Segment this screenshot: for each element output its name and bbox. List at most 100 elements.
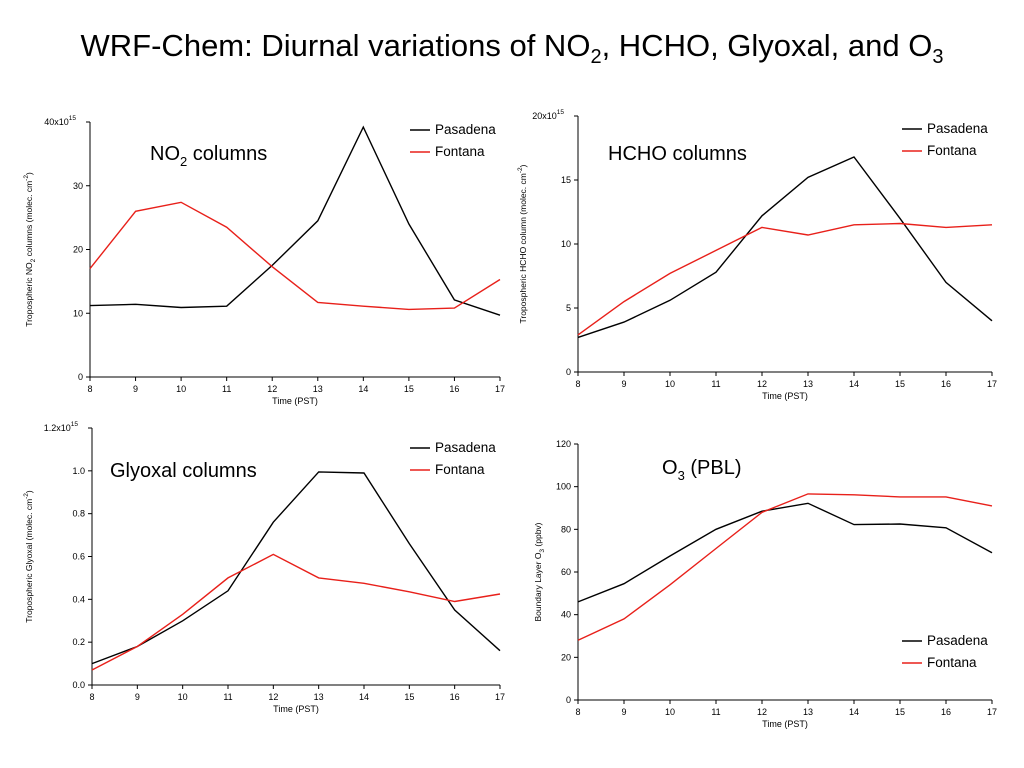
x-tick-label: 14 [359,692,369,702]
legend-label: Pasadena [927,633,988,648]
chart-o3: 8 9 10 11 12 13 14 15 16 17 0 20 40 60 80 100 120 Time (P… [533,439,997,729]
y-tick-label: 1.2x1015 [44,421,79,433]
x-tick-label: 16 [449,384,459,394]
x-axis-label: Time (PST) [273,704,319,714]
y-axis-label: Tropospheric NO2 columns (molec. cm-2) [23,172,37,327]
y-tick-label: 0 [78,372,83,382]
x-tick-label: 16 [450,692,460,702]
title-text-2: , HCHO, Glyoxal, and O [601,28,933,63]
y-tick-label: 0.8 [72,509,85,519]
x-tick-label: 8 [87,384,92,394]
x-tick-label: 10 [176,384,186,394]
x-tick-label: 16 [941,379,951,389]
x-tick-label: 14 [358,384,368,394]
y-tick-label: 0 [566,367,571,377]
x-axis-label: Time (PST) [762,391,808,401]
chart-glyoxal: 8 9 10 11 12 13 14 15 16 17 0.0 0.2 0.4 0.6 0.8 1.0 1.2x… [23,421,505,714]
chart-no2: 8 9 10 11 12 13 14 15 16 17 0 10 20 30 40x1015 Time (PS… [23,115,505,406]
x-tick-label: 10 [665,379,675,389]
series-line-pasadena [577,502,993,603]
y-axis-label: Tropospheric HCHO column (molec. cm-2) [517,164,528,323]
x-tick-label: 13 [313,384,323,394]
legend-label: Pasadena [435,440,496,455]
legend: Pasadena Fontana [902,121,988,158]
series-line-pasadena [91,471,501,665]
x-tick-label: 14 [849,707,859,717]
x-tick-label: 9 [621,379,626,389]
title-sub-2: 3 [932,46,944,69]
x-tick-label: 11 [222,384,231,394]
y-tick-label: 20 [73,245,83,255]
x-tick-label: 15 [895,707,905,717]
title-sub-1: 2 [590,46,602,69]
y-tick-label: 40 [561,610,571,620]
legend-label: Pasadena [927,121,988,136]
panel-label: HCHO columns [608,143,747,165]
series-line-fontana [91,553,501,671]
y-tick-label: 10 [561,239,571,249]
x-tick-label: 15 [404,384,414,394]
x-tick-label: 12 [267,384,277,394]
x-tick-label: 8 [89,692,94,702]
panel-label: O3 (PBL) [662,457,741,483]
y-tick-label: 60 [561,567,571,577]
x-tick-label: 12 [757,707,767,717]
x-tick-label: 15 [404,692,414,702]
x-tick-label: 13 [803,379,813,389]
x-tick-label: 11 [711,707,720,717]
x-tick-label: 15 [895,379,905,389]
series-line-fontana [577,493,993,641]
x-tick-label: 9 [133,384,138,394]
x-tick-label: 9 [135,692,140,702]
x-axis-label: Time (PST) [762,719,808,729]
x-tick-label: 10 [178,692,188,702]
chart-hcho: 8 9 10 11 12 13 14 15 16 17 0 5 10 15 20x1015 Time (PST… [517,109,997,401]
x-tick-label: 12 [757,379,767,389]
x-tick-label: 14 [849,379,859,389]
x-tick-label: 9 [621,707,626,717]
y-axis-label: Tropospheric Glyoxal (molec. cm-2) [23,490,34,623]
y-tick-label: 20 [561,652,571,662]
panel-label: NO2 columns [150,143,267,169]
y-axis-label: Boundary Layer O3 (ppbv) [533,522,546,621]
x-tick-label: 12 [268,692,278,702]
legend-label: Fontana [927,655,977,670]
y-tick-label: 40x1015 [44,115,76,127]
legend: Pasadena Fontana [410,440,496,477]
x-tick-label: 17 [495,692,505,702]
x-tick-label: 8 [575,379,580,389]
slide-title: WRF-Chem: Diurnal variations of NO2, HCH… [0,28,1024,69]
x-tick-label: 17 [987,707,997,717]
y-tick-label: 1.0 [72,466,85,476]
y-tick-label: 5 [566,303,571,313]
series-line-pasadena [89,125,501,316]
series-line-fontana [89,201,501,311]
y-tick-label: 30 [73,181,83,191]
y-tick-label: 10 [73,308,83,318]
y-tick-label: 0.0 [72,680,85,690]
y-tick-label: 20x1015 [532,109,564,121]
title-text: WRF-Chem: Diurnal variations of NO [80,28,591,63]
legend-label: Fontana [927,143,977,158]
x-tick-label: 17 [987,379,997,389]
x-tick-label: 11 [223,692,232,702]
y-tick-label: 0.6 [72,552,85,562]
y-tick-label: 100 [556,482,571,492]
panel-label: Glyoxal columns [110,460,257,482]
legend: Pasadena Fontana [902,633,988,670]
x-tick-label: 10 [665,707,675,717]
x-tick-label: 16 [941,707,951,717]
x-tick-label: 17 [495,384,505,394]
x-tick-label: 13 [803,707,813,717]
y-tick-label: 0 [566,695,571,705]
y-tick-label: 120 [556,439,571,449]
legend: Pasadena Fontana [410,122,496,159]
x-axis-label: Time (PST) [272,396,318,406]
legend-label: Fontana [435,462,485,477]
legend-label: Fontana [435,144,485,159]
x-tick-label: 13 [314,692,324,702]
series-line-pasadena [577,156,993,339]
y-tick-label: 0.2 [72,637,85,647]
x-tick-label: 8 [575,707,580,717]
